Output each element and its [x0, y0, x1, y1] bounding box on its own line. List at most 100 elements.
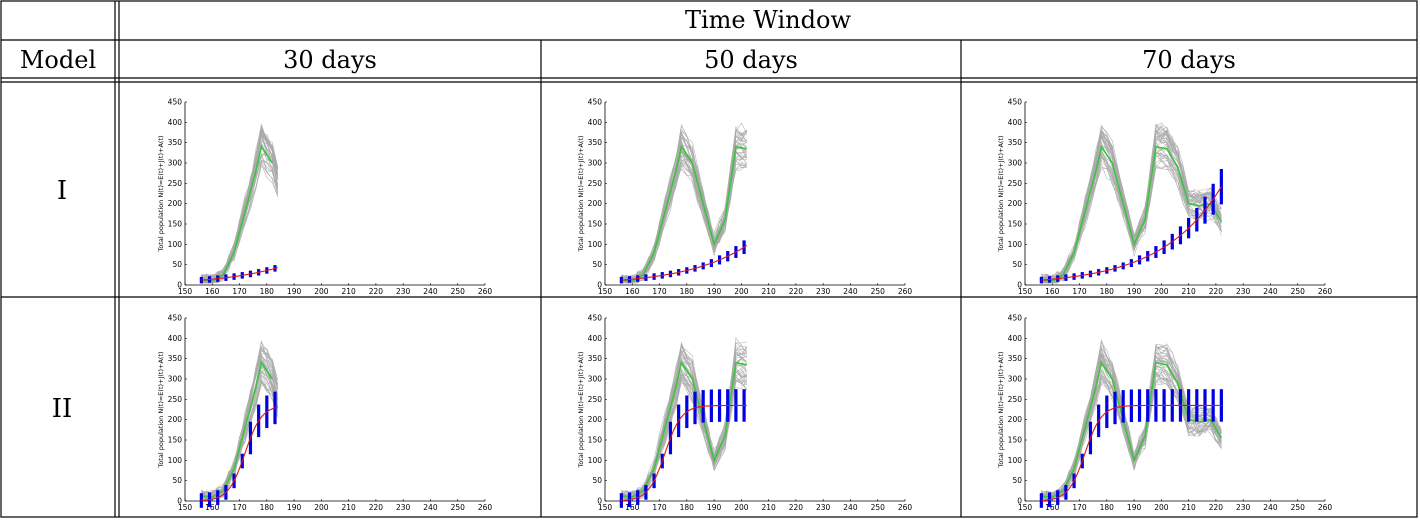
ensemble-line — [201, 133, 278, 284]
ensemble-line — [1041, 125, 1222, 284]
ensemble-line — [621, 376, 748, 499]
y-tick-label: 350 — [1008, 138, 1023, 147]
ensemble-line — [621, 163, 747, 283]
ensemble-line — [621, 158, 747, 281]
observed-line — [201, 144, 273, 282]
ensemble-line — [201, 138, 278, 284]
ensemble-line — [201, 153, 278, 284]
ensemble-line — [621, 162, 747, 284]
y-tick-label: 100 — [168, 456, 183, 465]
column-header-70-days: 70 days — [1142, 46, 1236, 74]
x-tick-label: 210 — [1181, 287, 1196, 296]
y-axis-label: Total population N(t)=E(t)+J(t)+A(t) — [997, 135, 1005, 252]
ensemble-line — [1041, 346, 1222, 500]
ensemble-line — [621, 368, 747, 500]
y-tick-label: 100 — [168, 240, 183, 249]
ensemble-trajectories — [1041, 122, 1222, 284]
x-tick-label: 200 — [314, 287, 329, 296]
y-tick-label: 100 — [1008, 456, 1023, 465]
ensemble-line — [1041, 364, 1222, 500]
y-axis-label: Total population N(t)=E(t)+J(t)+A(t) — [157, 135, 165, 252]
y-tick-label: 150 — [168, 220, 183, 229]
y-tick-label: 300 — [1008, 375, 1023, 384]
x-tick-label: 190 — [1127, 287, 1142, 296]
x-tick-label: 210 — [761, 503, 776, 512]
y-tick-label: 250 — [588, 395, 603, 404]
y-tick-label: 250 — [168, 179, 183, 188]
ensemble-line — [201, 143, 278, 281]
fit-line — [621, 244, 748, 281]
x-tick-label: 210 — [761, 287, 776, 296]
observed-line — [1041, 360, 1223, 498]
y-tick-label: 300 — [168, 375, 183, 384]
ensemble-line — [201, 123, 278, 284]
y-tick-label: 150 — [1008, 436, 1023, 445]
ensemble-line — [1041, 164, 1222, 284]
ensemble-line — [621, 160, 747, 284]
x-tick-label: 160 — [1045, 287, 1060, 296]
x-tick-label: 240 — [423, 503, 438, 512]
y-tick-label: 300 — [588, 159, 603, 168]
x-tick-label: 180 — [1100, 287, 1115, 296]
y-tick-label: 100 — [1008, 240, 1023, 249]
y-tick-label: 350 — [588, 138, 603, 147]
x-tick-label: 240 — [1263, 287, 1278, 296]
x-tick-label: 260 — [898, 503, 913, 512]
x-tick-label: 250 — [871, 503, 886, 512]
ensemble-line — [621, 150, 747, 284]
x-tick-label: 250 — [1291, 503, 1306, 512]
x-tick-label: 220 — [789, 503, 804, 512]
x-tick-label: 210 — [1181, 503, 1196, 512]
chart-model-ii-70-days: 150 160 170 180 190 200 210 220 230 240 250 260 0 50 1… — [997, 314, 1332, 513]
x-tick-label: 150 — [178, 287, 193, 296]
chart-model-i-70-days: 150 160 170 180 190 200 210 220 230 240 250 260 0 50 1… — [997, 98, 1332, 297]
y-tick-label: 350 — [168, 138, 183, 147]
y-tick-label: 300 — [1008, 159, 1023, 168]
ensemble-line — [621, 124, 747, 284]
x-tick-label: 190 — [287, 503, 302, 512]
posterior-samples — [619, 240, 746, 284]
ensemble-line — [621, 161, 747, 284]
y-tick-label: 300 — [588, 375, 603, 384]
x-tick-label: 200 — [734, 287, 749, 296]
y-tick-label: 50 — [1012, 476, 1022, 485]
x-tick-label: 150 — [598, 287, 613, 296]
x-tick-label: 180 — [1100, 503, 1115, 512]
y-tick-label: 400 — [588, 334, 603, 343]
y-tick-label: 50 — [172, 260, 182, 269]
ensemble-line — [201, 132, 278, 284]
ensemble-line — [201, 141, 278, 284]
observed-line — [621, 144, 747, 282]
y-tick-label: 50 — [172, 476, 182, 485]
y-tick-label: 450 — [168, 314, 183, 323]
y-tick-label: 0 — [597, 281, 602, 290]
x-tick-label: 160 — [1045, 503, 1060, 512]
x-tick-label: 160 — [205, 503, 220, 512]
x-tick-label: 260 — [898, 287, 913, 296]
y-tick-label: 300 — [168, 159, 183, 168]
fit-line — [621, 404, 747, 502]
y-tick-label: 450 — [168, 98, 183, 107]
x-tick-label: 240 — [843, 287, 858, 296]
ensemble-line — [201, 350, 278, 498]
ensemble-line — [201, 153, 278, 284]
row-label-model-i: I — [57, 176, 67, 206]
model-header: Model — [20, 46, 96, 74]
sample-band — [619, 276, 623, 284]
x-tick-label: 260 — [478, 287, 493, 296]
x-tick-label: 250 — [451, 287, 466, 296]
observed-line — [201, 360, 273, 498]
x-tick-label: 160 — [625, 503, 640, 512]
y-tick-label: 50 — [592, 476, 602, 485]
y-tick-label: 100 — [588, 240, 603, 249]
sample-band — [199, 276, 203, 284]
x-tick-label: 150 — [178, 503, 193, 512]
ensemble-line — [621, 158, 747, 284]
ensemble-line — [1041, 152, 1222, 284]
ensemble-line — [621, 148, 748, 284]
sample-band — [1039, 276, 1043, 284]
x-tick-label: 190 — [287, 287, 302, 296]
y-tick-label: 350 — [168, 354, 183, 363]
y-tick-label: 400 — [588, 118, 603, 127]
y-tick-label: 200 — [588, 415, 603, 424]
